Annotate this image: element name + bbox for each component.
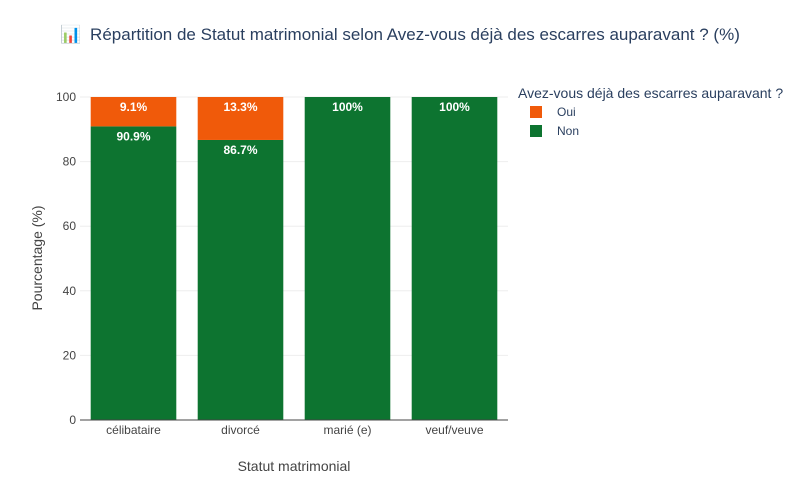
bar-label: 9.1%	[120, 100, 148, 114]
chart-title: 📊 Répartition de Statut matrimonial selo…	[60, 24, 740, 44]
data-labels: 90.9% 9.1% 86.7% 13.3% 100% 100%	[116, 100, 470, 157]
y-tick-label: 40	[63, 284, 77, 298]
bar-oui-0	[90, 97, 177, 127]
y-tick-label: 80	[63, 155, 77, 169]
bar-non-1	[197, 139, 284, 421]
bar-label: 100%	[439, 100, 470, 114]
bar-oui-1	[197, 97, 284, 140]
x-tick-label: célibataire	[106, 423, 161, 437]
legend-item-oui[interactable]: Oui	[530, 105, 576, 119]
legend-swatch	[530, 106, 542, 118]
legend-title: Avez-vous déjà des escarres auparavant ?	[518, 85, 783, 101]
x-tick-label: marié (e)	[323, 423, 371, 437]
y-tick-label: 60	[63, 219, 77, 233]
legend-item-non[interactable]: Non	[530, 124, 579, 138]
bar-label: 13.3%	[223, 100, 257, 114]
x-tick-label: divorcé	[221, 423, 260, 437]
svg-text:📊 Répartition de Statut: 📊 Répartition de Statut matrimonial selo…	[60, 24, 740, 44]
y-tick-label: 0	[69, 413, 76, 427]
legend-label: Non	[557, 124, 579, 138]
bars	[90, 97, 498, 421]
y-axis-title: Pourcentage (%)	[29, 205, 45, 310]
x-tick-label: veuf/veuve	[425, 423, 483, 437]
bar-non-0	[90, 126, 177, 420]
bar-label: 90.9%	[116, 129, 150, 143]
legend-swatch	[530, 125, 542, 137]
legend: Avez-vous déjà des escarres auparavant ?…	[518, 85, 783, 138]
y-tick-label: 100	[56, 90, 76, 104]
x-axis-title: Statut matrimonial	[238, 458, 351, 474]
bar-label: 86.7%	[223, 143, 257, 157]
y-tick-label: 20	[63, 348, 77, 362]
chart-title-icon: 📊	[60, 24, 81, 44]
bar-label: 100%	[332, 100, 363, 114]
bar-non-3	[411, 97, 498, 420]
axes: 0 20 40 60 80 100 célibataire divorcé marié (e) v…	[56, 90, 508, 437]
bar-non-2	[304, 97, 391, 420]
legend-label: Oui	[557, 105, 576, 119]
chart-title-text: Répartition de Statut matrimonial selon …	[90, 25, 740, 44]
